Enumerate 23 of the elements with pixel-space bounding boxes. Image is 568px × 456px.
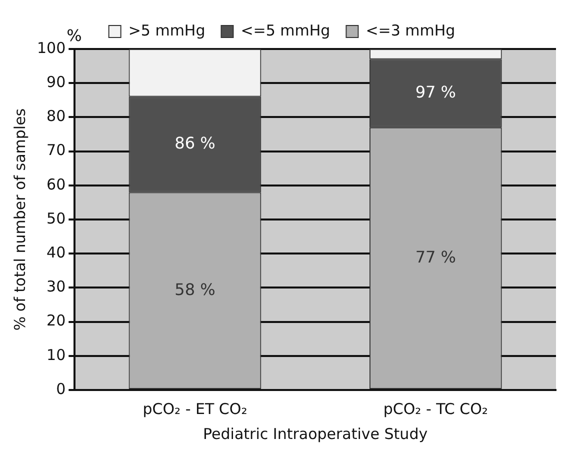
legend-label: >5 mmHg: [128, 21, 206, 40]
x-axis-title: Pediatric Intraoperative Study: [203, 424, 428, 443]
y-axis-title: % of total number of samples: [10, 108, 29, 331]
x-tick-label: pCO₂ - ET CO₂: [142, 400, 248, 418]
x-tick-label: pCO₂ - TC CO₂: [383, 400, 488, 418]
y-tick-label: 10: [46, 346, 66, 364]
annotation: 97 %: [415, 82, 456, 102]
y-tick-label: 90: [46, 72, 66, 91]
y-tick-label: 80: [46, 107, 66, 126]
data-label: 77 %: [415, 247, 456, 266]
text: %: [66, 26, 82, 46]
y-tick-label: 30: [46, 278, 66, 296]
y-tick-label: 60: [46, 175, 66, 194]
legend-label: <=5 mmHg: [240, 21, 330, 40]
data-label: 58 %: [174, 280, 216, 299]
y-tick-label: 40: [46, 243, 66, 262]
y-tick-label: 100: [36, 38, 66, 57]
y-tick-label: 0: [56, 380, 66, 398]
annotation: 86 %: [174, 134, 216, 153]
legend-label: <=3 mmHg: [366, 21, 456, 40]
y-tick-label: 20: [46, 312, 66, 330]
y-tick-label: 70: [46, 141, 66, 160]
y-tick-label: 50: [46, 209, 66, 228]
